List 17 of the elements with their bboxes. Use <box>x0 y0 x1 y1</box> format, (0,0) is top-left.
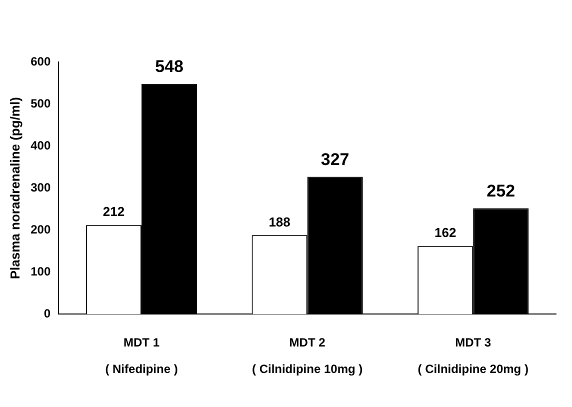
data-label: 252 <box>486 181 516 200</box>
y-axis-title: Plasma noradrenaline (pg/ml) <box>7 97 22 280</box>
data-label: 162 <box>434 225 456 240</box>
y-tick-label: 400 <box>30 138 51 152</box>
x-tick-label: MDT 3 ( Cilnidipine 20mg ) <box>418 336 528 376</box>
x-tick-label: MDT 1 ( Nifedipine ) <box>105 336 178 376</box>
y-tick-label: 300 <box>30 180 51 194</box>
x-tick-label: MDT 2 ( Cilnidipine 10mg ) <box>252 336 363 376</box>
data-label: 548 <box>155 57 184 76</box>
y-tick-label: 200 <box>30 222 51 236</box>
data-label: 188 <box>268 214 290 230</box>
y-tick-label: 500 <box>30 96 51 110</box>
data-label: 212 <box>102 204 125 220</box>
y-tick-label: 100 <box>30 264 51 278</box>
y-tick-label: 600 <box>30 54 51 68</box>
y-tick-label: 0 <box>44 306 51 321</box>
data-label: 327 <box>320 150 350 169</box>
